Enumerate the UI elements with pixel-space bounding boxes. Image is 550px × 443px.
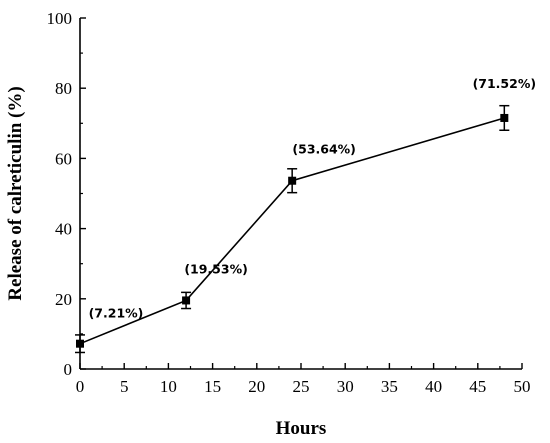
x-tick-label: 45: [469, 377, 486, 396]
data-label: (7.21%): [89, 306, 144, 321]
data-point: [182, 296, 191, 305]
series: (7.21%) (19.53%) (53.64%) (71.52%): [75, 76, 537, 354]
x-tick-label: 40: [425, 377, 442, 396]
y-tick-label: 0: [64, 360, 73, 379]
x-axis-title: Hours: [276, 418, 327, 439]
y-tick-label: 80: [55, 79, 72, 98]
x-tick-label: 15: [204, 377, 221, 396]
data-point: [500, 113, 509, 122]
y-axis-title: Release of calreticulin (%): [5, 86, 26, 300]
ticks: 0 5 10 15 20 25 30 35 40 45 50 0 20 40 60 80 100: [47, 9, 531, 396]
data-label: (53.64%): [292, 142, 356, 157]
x-tick-label: 5: [120, 377, 129, 396]
x-tick-label: 20: [248, 377, 265, 396]
x-tick-label: 25: [293, 377, 310, 396]
data-point: [76, 339, 84, 348]
y-tick-label: 100: [47, 9, 73, 28]
x-tick-label: 30: [337, 377, 354, 396]
x-tick-label: 0: [76, 377, 85, 396]
y-tick-label: 40: [55, 220, 72, 239]
x-tick-label: 50: [514, 377, 531, 396]
y-tick-label: 20: [55, 290, 72, 309]
data-label: (19.53%): [184, 261, 248, 276]
x-tick-label: 35: [381, 377, 398, 396]
x-tick-label: 10: [160, 377, 177, 396]
data-label: (71.52%): [473, 76, 537, 91]
y-tick-label: 60: [55, 149, 72, 168]
data-point: [288, 176, 297, 185]
series-line: [79, 117, 505, 345]
